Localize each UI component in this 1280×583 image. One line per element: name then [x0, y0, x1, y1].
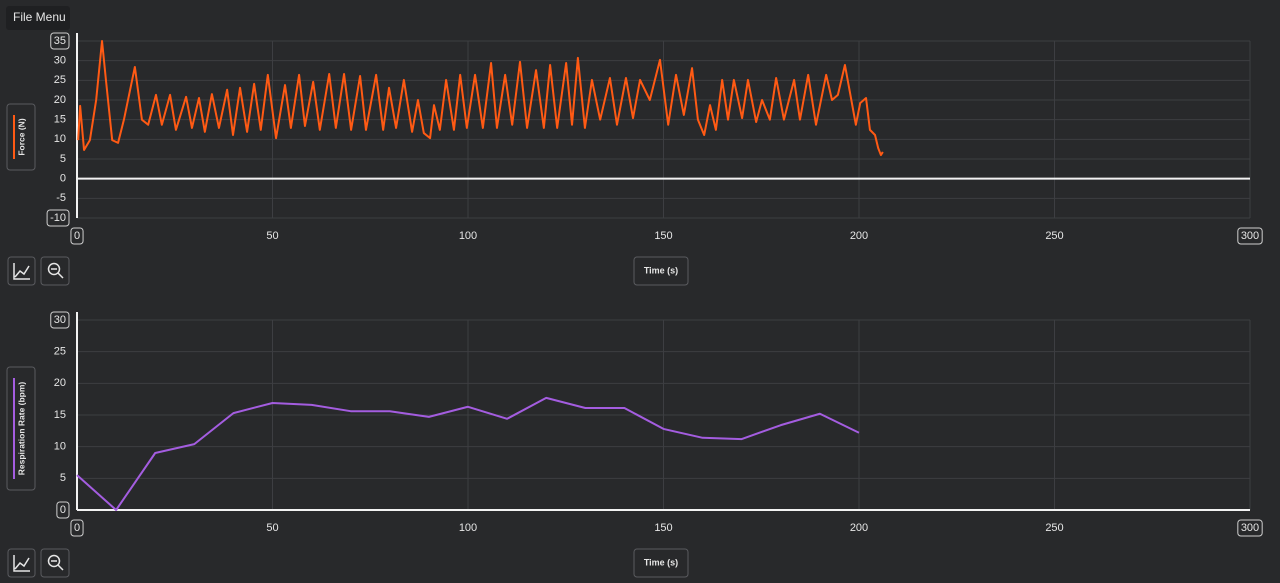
x-tick-label: 250 — [1045, 230, 1063, 242]
x-tick-label: 0 — [74, 522, 80, 534]
x-label-box — [633, 548, 689, 578]
tick-label-box — [1237, 519, 1263, 537]
y-tick-label: 25 — [54, 74, 66, 86]
tick-label-box — [70, 519, 84, 537]
y-tick-label: 35 — [54, 35, 66, 47]
legend-box — [6, 366, 36, 491]
zoom-out-icon — [51, 268, 64, 279]
legend-label: Respiration Rate (bpm) — [16, 382, 26, 476]
x-tick-label: 50 — [266, 522, 278, 534]
x-label-box — [633, 256, 689, 286]
autoscale-icon — [13, 555, 30, 572]
y-tick-label: 5 — [60, 153, 66, 165]
y-tick-label: 0 — [60, 504, 66, 516]
x-tick-label: 100 — [459, 522, 477, 534]
x-tick-label: 0 — [74, 230, 80, 242]
x-tick-label: 250 — [1045, 522, 1063, 534]
autoscale-button[interactable] — [7, 256, 36, 286]
x-axis-label: Time (s) — [644, 557, 678, 567]
y-tick-label: 15 — [54, 114, 66, 126]
tick-label-box — [56, 501, 70, 519]
file-menu-label[interactable]: File Menu — [13, 10, 66, 24]
zoom-out-button[interactable] — [40, 548, 70, 578]
file-menu-button[interactable] — [6, 6, 70, 30]
y-tick-label: 30 — [54, 55, 66, 67]
y-tick-label: 20 — [54, 94, 66, 106]
x-tick-label: 300 — [1241, 230, 1259, 242]
x-tick-label: 150 — [654, 522, 672, 534]
y-tick-label: 30 — [54, 314, 66, 326]
tick-label-box — [46, 209, 70, 227]
y-tick-label: 10 — [54, 441, 66, 453]
data-line — [76, 396, 860, 511]
y-tick-label: 20 — [54, 377, 66, 389]
tick-label-box — [70, 227, 84, 245]
y-tick-label: 0 — [60, 173, 66, 185]
autoscale-icon — [13, 263, 30, 280]
x-tick-label: 50 — [266, 230, 278, 242]
x-tick-label: 200 — [850, 522, 868, 534]
y-tick-label: 10 — [54, 133, 66, 145]
y-tick-label: 25 — [54, 346, 66, 358]
x-tick-label: 300 — [1241, 522, 1259, 534]
x-axis-label: Time (s) — [644, 265, 678, 275]
x-tick-label: 150 — [654, 230, 672, 242]
zoom-out-icon — [47, 554, 61, 568]
x-tick-label: 100 — [459, 230, 477, 242]
x-tick-label: 200 — [850, 230, 868, 242]
y-tick-label: -5 — [56, 192, 66, 204]
tick-label-box — [1237, 227, 1263, 245]
autoscale-button[interactable] — [7, 548, 36, 578]
zoom-out-icon — [47, 262, 61, 276]
y-tick-label: 5 — [60, 472, 66, 484]
y-tick-label: -10 — [50, 212, 66, 224]
tick-label-box — [50, 32, 70, 50]
zoom-out-icon — [51, 560, 64, 571]
zoom-out-button[interactable] — [40, 256, 70, 286]
tick-label-box — [50, 311, 70, 329]
legend-box — [6, 103, 36, 171]
data-line — [77, 40, 884, 157]
y-tick-label: 15 — [54, 409, 66, 421]
legend-label: Force (N) — [16, 118, 26, 155]
